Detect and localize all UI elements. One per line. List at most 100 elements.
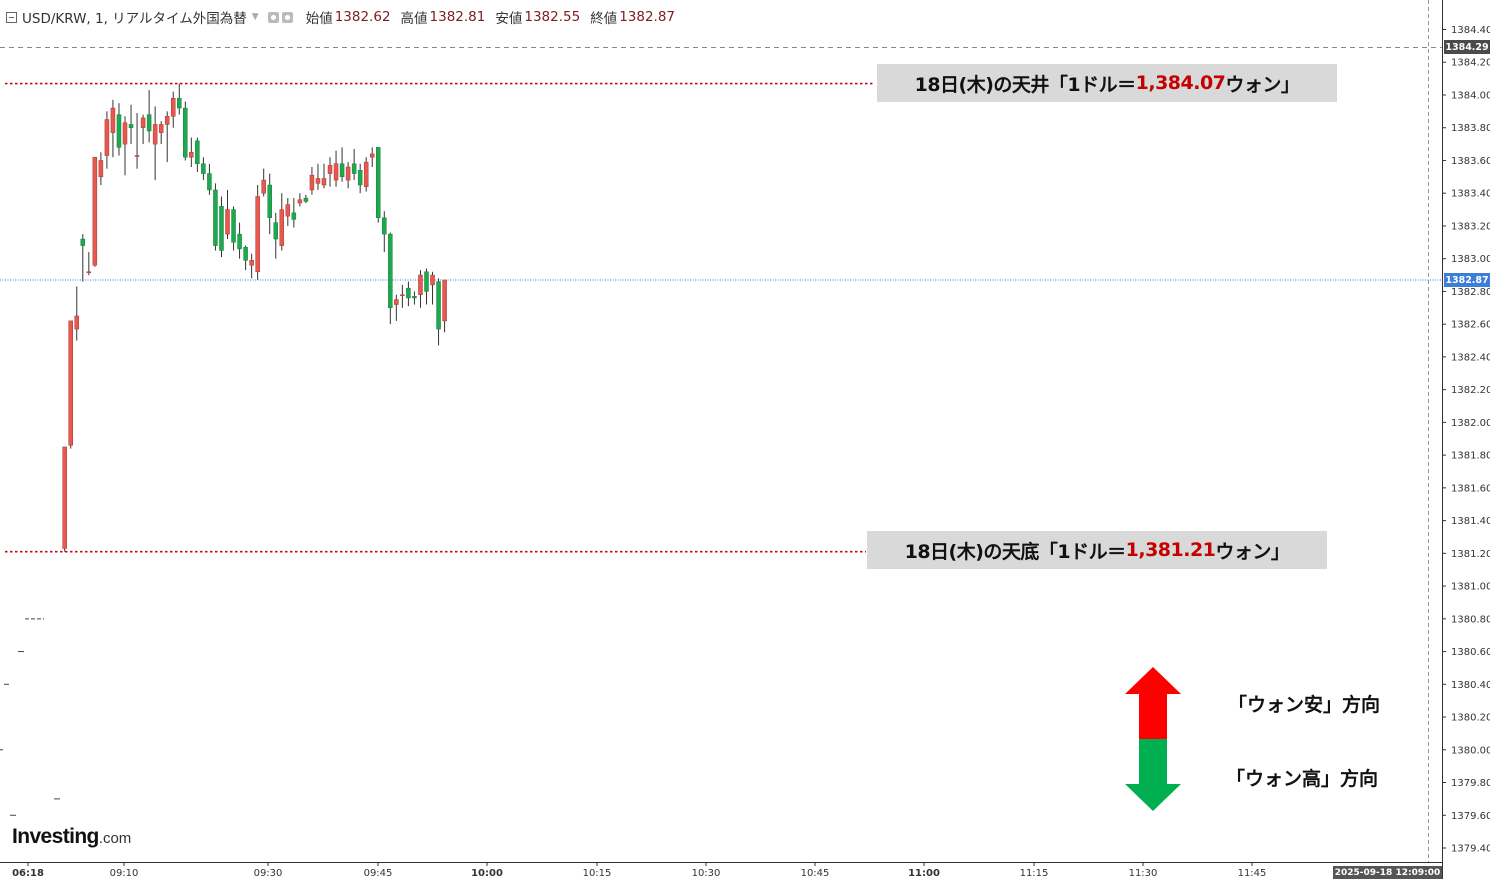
y-tick-label: 1382.60 [1451, 320, 1490, 331]
y-tick-label: 1383.00 [1451, 254, 1490, 265]
candle-up [363, 161, 369, 187]
x-tick-label: 09:30 [254, 868, 283, 879]
candle-up [189, 152, 194, 158]
won-weak-label: 「ウォン安」方向 [1228, 694, 1381, 716]
y-tick-label: 1381.40 [1451, 516, 1490, 527]
open-label: 始値 [305, 11, 333, 27]
candle-up [152, 124, 158, 145]
candle-up [394, 299, 399, 305]
y-tick-label: 1379.60 [1451, 811, 1490, 822]
candle-down [201, 163, 206, 174]
candle-up [122, 122, 128, 145]
chevron-down-icon[interactable]: ▼ [251, 12, 259, 22]
candle-down [291, 212, 297, 220]
y-tick-label: 1380.20 [1451, 713, 1490, 724]
x-tick-label: 06:18 [12, 868, 44, 879]
candle-up [418, 274, 423, 295]
high-label: 高値 [400, 11, 428, 27]
candle-down [128, 124, 134, 128]
candle-down [412, 296, 417, 299]
open-value: 1382.62 [334, 9, 391, 25]
y-tick-label: 1381.00 [1451, 582, 1490, 593]
candle-up [74, 315, 80, 330]
high-value: 1382.81 [429, 9, 486, 25]
collapse-icon[interactable] [6, 11, 17, 23]
candle-down [207, 173, 212, 191]
up-arrow-icon [1125, 667, 1181, 739]
ceiling-value: 1,384.07 [1135, 72, 1226, 94]
candle-down [357, 170, 363, 186]
candle-down [351, 163, 357, 174]
floor-suffix: ウォン」 [1215, 540, 1290, 563]
candle-up [104, 119, 110, 156]
chart-legend: USD/KRW, 1, リアルタイム外国為替 ▼ 始値 1382.62 高値 1… [6, 6, 675, 28]
visibility-icon[interactable] [267, 11, 279, 23]
candle-down [436, 281, 441, 330]
low-value: 1382.55 [524, 9, 581, 25]
logo-name: Investing [12, 825, 99, 848]
close-value: 1382.87 [619, 9, 676, 25]
ceiling-callout: 18日(木)の天井「1ドル＝ 1,384.07 ウォン」 [877, 64, 1337, 102]
candle-down [388, 233, 393, 309]
candle-up [134, 155, 140, 157]
candle-up [279, 209, 285, 246]
y-tick-label: 1383.40 [1451, 189, 1490, 200]
candle-up [261, 179, 266, 194]
low-label: 安値 [495, 11, 523, 27]
symbol-title[interactable]: USD/KRW, 1, リアルタイム外国為替 [22, 11, 247, 27]
candle-up [98, 160, 104, 178]
x-tick-label: 09:10 [110, 868, 139, 879]
ceiling-prefix: 18日(木)の天井「1ドル＝ [914, 73, 1137, 96]
candle-up [430, 274, 435, 286]
investing-logo: Investing.com [12, 825, 131, 849]
floor-callout: 18日(木)の天底「1ドル＝ 1,381.21 ウォン」 [867, 531, 1327, 569]
y-tick-label: 1380.80 [1451, 614, 1490, 625]
y-tick-label: 1382.80 [1451, 287, 1490, 298]
candle-down [177, 98, 182, 109]
candle-down [406, 287, 411, 299]
x-tick-label: 10:00 [471, 868, 503, 879]
y-tick-label: 1379.40 [1451, 844, 1490, 855]
candle-down [382, 217, 387, 235]
candle-down [273, 222, 278, 240]
candle-down [339, 163, 345, 178]
candle-down [303, 197, 309, 202]
settings-icon[interactable] [281, 11, 293, 23]
close-label: 終値 [590, 11, 618, 27]
candle-up [321, 178, 327, 186]
y-tick-label: 1380.60 [1451, 647, 1490, 658]
candle-up [369, 153, 375, 158]
candle-down [243, 246, 248, 261]
candle-up [297, 199, 303, 204]
candle-up [309, 174, 315, 191]
candle-up [400, 294, 405, 296]
candle-up [62, 446, 67, 549]
candle-up [285, 204, 291, 217]
last-price-badge: 1382.87 [1444, 273, 1490, 287]
candle-up [255, 196, 260, 273]
y-tick-label: 1381.60 [1451, 483, 1490, 494]
candle-down [213, 189, 218, 246]
candle-up [164, 116, 170, 125]
won-strong-label: 「ウォン高」方向 [1226, 768, 1379, 790]
ceiling-suffix: ウォン」 [1225, 73, 1300, 96]
candle-up [92, 156, 98, 266]
x-tick-label: 10:15 [583, 868, 612, 879]
candle-up [86, 271, 92, 274]
candle-up [140, 117, 146, 128]
y-tick-label: 1380.40 [1451, 680, 1490, 691]
y-tick-label: 1379.80 [1451, 778, 1490, 789]
candle-down [116, 114, 122, 148]
x-tick-label: 10:30 [692, 868, 721, 879]
candle-up [442, 279, 447, 322]
y-tick-label: 1383.20 [1451, 221, 1490, 232]
y-tick-label: 1381.80 [1451, 451, 1490, 462]
candle-down [219, 206, 224, 251]
candle-up [315, 178, 321, 184]
candle-down [146, 114, 152, 132]
x-tick-label: 11:45 [1238, 868, 1267, 879]
floor-value: 1,381.21 [1125, 539, 1216, 561]
y-tick-label: 1384.20 [1451, 58, 1490, 69]
crosshair-time-badge: 2025-09-18 12:09:00 [1333, 866, 1442, 879]
